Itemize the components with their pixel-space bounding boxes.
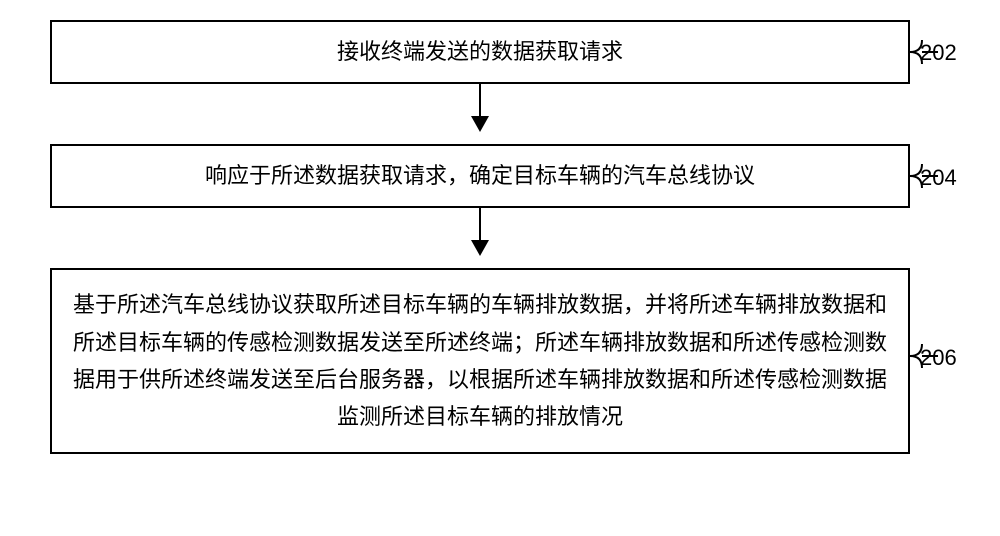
flow-step-2-text: 响应于所述数据获取请求，确定目标车辆的汽车总线协议 — [205, 157, 755, 194]
arrow-2 — [479, 208, 481, 254]
arrow-1 — [479, 84, 481, 130]
arrow-slot-2 — [50, 208, 910, 268]
flow-step-3-text: 基于所述汽车总线协议获取所述目标车辆的车辆排放数据，并将所述车辆排放数据和所述目… — [70, 286, 890, 436]
flowchart-container: 接收终端发送的数据获取请求 响应于所述数据获取请求，确定目标车辆的汽车总线协议 … — [50, 20, 910, 454]
arrow-slot-1 — [50, 84, 910, 144]
step-label-1: 202 — [920, 40, 980, 66]
step-label-2: 204 — [920, 165, 980, 191]
flow-step-2: 响应于所述数据获取请求，确定目标车辆的汽车总线协议 — [50, 144, 910, 208]
step-label-3: 206 — [920, 345, 980, 371]
flow-step-3: 基于所述汽车总线协议获取所述目标车辆的车辆排放数据，并将所述车辆排放数据和所述目… — [50, 268, 910, 454]
flow-step-1-text: 接收终端发送的数据获取请求 — [337, 33, 623, 70]
flow-step-1: 接收终端发送的数据获取请求 — [50, 20, 910, 84]
